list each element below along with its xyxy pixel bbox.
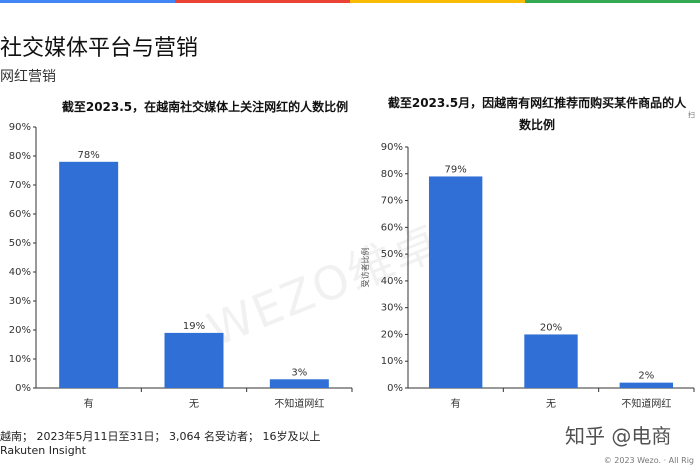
copyright-label: © 2023 Wezo. · All Rig	[603, 456, 694, 465]
left-y-tick-label: 0%	[15, 383, 31, 394]
right-y-tick-label: 80%	[381, 169, 403, 180]
left-data-label: 3%	[291, 367, 307, 378]
left-category-label: 有	[84, 397, 94, 410]
left-y-tick-label: 10%	[9, 354, 31, 365]
right-data-label: 20%	[540, 322, 562, 333]
page-title: 社交媒体平台与营销	[0, 36, 199, 61]
right-y-tick-label: 20%	[381, 329, 403, 340]
left-y-tick-label: 70%	[9, 180, 31, 191]
left-y-tick-label: 80%	[9, 151, 31, 162]
left-category-label: 不知道网红	[274, 397, 324, 410]
left-y-tick-label: 20%	[9, 325, 31, 336]
chart-title-left: 截至2023.5，在越南社交媒体上关注网红的人数比例	[61, 100, 349, 114]
top-color-bar	[0, 0, 700, 3]
left-bar	[269, 379, 329, 388]
left-category-label: 无	[189, 399, 199, 410]
right-bar	[619, 382, 674, 388]
right-category-label: 有	[451, 397, 461, 410]
right-y-tick-label: 90%	[381, 142, 403, 153]
right-y-axis-label: 受访者比例	[360, 248, 370, 288]
right-y-tick-label: 50%	[381, 249, 403, 260]
brand-watermark: 知乎 @电商	[565, 424, 672, 448]
right-bar	[428, 176, 483, 388]
source-label: Rakuten Insight	[0, 444, 86, 457]
top-bar-segment	[0, 0, 175, 3]
survey-footnote: 越南； 2023年5月11日至31日； 3,064 名受访者； 16岁及以上	[0, 430, 321, 443]
left-bar	[164, 332, 224, 388]
right-category-label: 无	[546, 399, 556, 410]
right-y-tick-label: 40%	[381, 276, 403, 287]
left-y-tick-label: 40%	[9, 267, 31, 278]
right-data-label: 79%	[445, 164, 467, 175]
left-data-label: 78%	[78, 150, 100, 161]
top-bar-segment	[525, 0, 700, 3]
right-category-label: 不知道网红	[621, 397, 671, 410]
left-y-tick-label: 90%	[9, 122, 31, 133]
right-data-label: 2%	[638, 371, 654, 382]
right-y-tick-label: 30%	[381, 303, 403, 314]
left-y-tick-label: 60%	[9, 209, 31, 220]
top-bar-segment	[175, 0, 350, 3]
page-subtitle: 网红营销	[0, 69, 56, 85]
left-y-tick-label: 30%	[9, 296, 31, 307]
top-bar-segment	[350, 0, 525, 3]
chart-title-right: 截至2023.5月，因越南有网红推荐而购买某件商品的人数比例	[387, 96, 687, 132]
left-y-tick-label: 50%	[9, 238, 31, 249]
right-bar	[524, 334, 578, 388]
right-y-tick-label: 60%	[381, 222, 403, 233]
right-y-tick-label: 70%	[381, 196, 403, 207]
right-y-tick-label: 10%	[381, 356, 403, 367]
edge-mark: 扫	[688, 111, 695, 119]
left-data-label: 19%	[183, 321, 205, 332]
right-y-tick-label: 0%	[387, 383, 403, 394]
left-bar	[59, 161, 119, 388]
